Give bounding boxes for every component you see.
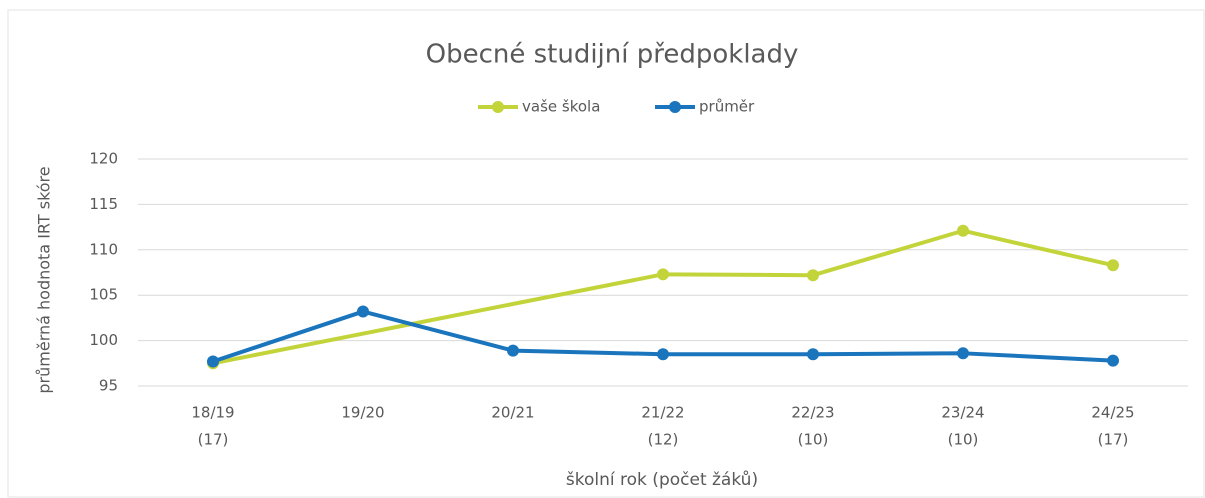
x-tick-count: (17) [198,431,229,449]
x-tick-label: 23/24 [941,404,984,422]
y-tick-label: 110 [89,240,118,258]
data-point [957,224,969,237]
data-point [657,268,669,281]
x-tick-label: 22/23 [791,404,834,422]
x-tick-count: (10) [798,431,829,449]
data-point [207,355,219,368]
chart-title: Obecné studijní předpoklady [426,40,799,70]
y-axis-title: průměrná hodnota IRT skóre [35,166,54,393]
data-point [1107,354,1119,367]
chart-frame [7,9,1205,498]
data-point [357,305,369,318]
y-tick-label: 115 [89,195,118,213]
x-tick-count: (17) [1098,431,1129,449]
x-tick-label: 20/21 [491,404,534,422]
data-point [807,348,819,361]
legend-marker [492,101,504,113]
data-point [807,269,819,282]
x-tick-count: (10) [948,431,979,449]
y-tick-label: 100 [89,331,118,349]
y-tick-label: 105 [89,286,118,304]
y-tick-label: 95 [99,377,118,395]
legend-label: vaše škola [522,98,600,116]
y-tick-label: 120 [89,150,118,168]
x-tick-label: 24/25 [1091,404,1134,422]
legend-marker [669,101,681,113]
data-point [957,347,969,360]
data-point [1107,259,1119,272]
x-tick-label: 19/20 [341,404,384,422]
x-tick-count: (12) [648,431,679,449]
data-point [657,348,669,361]
legend-label: průměr [699,98,755,116]
x-tick-label: 21/22 [641,404,684,422]
x-axis-title: školní rok (počet žáků) [566,470,758,490]
data-point [507,344,519,357]
x-tick-label: 18/19 [191,404,234,422]
